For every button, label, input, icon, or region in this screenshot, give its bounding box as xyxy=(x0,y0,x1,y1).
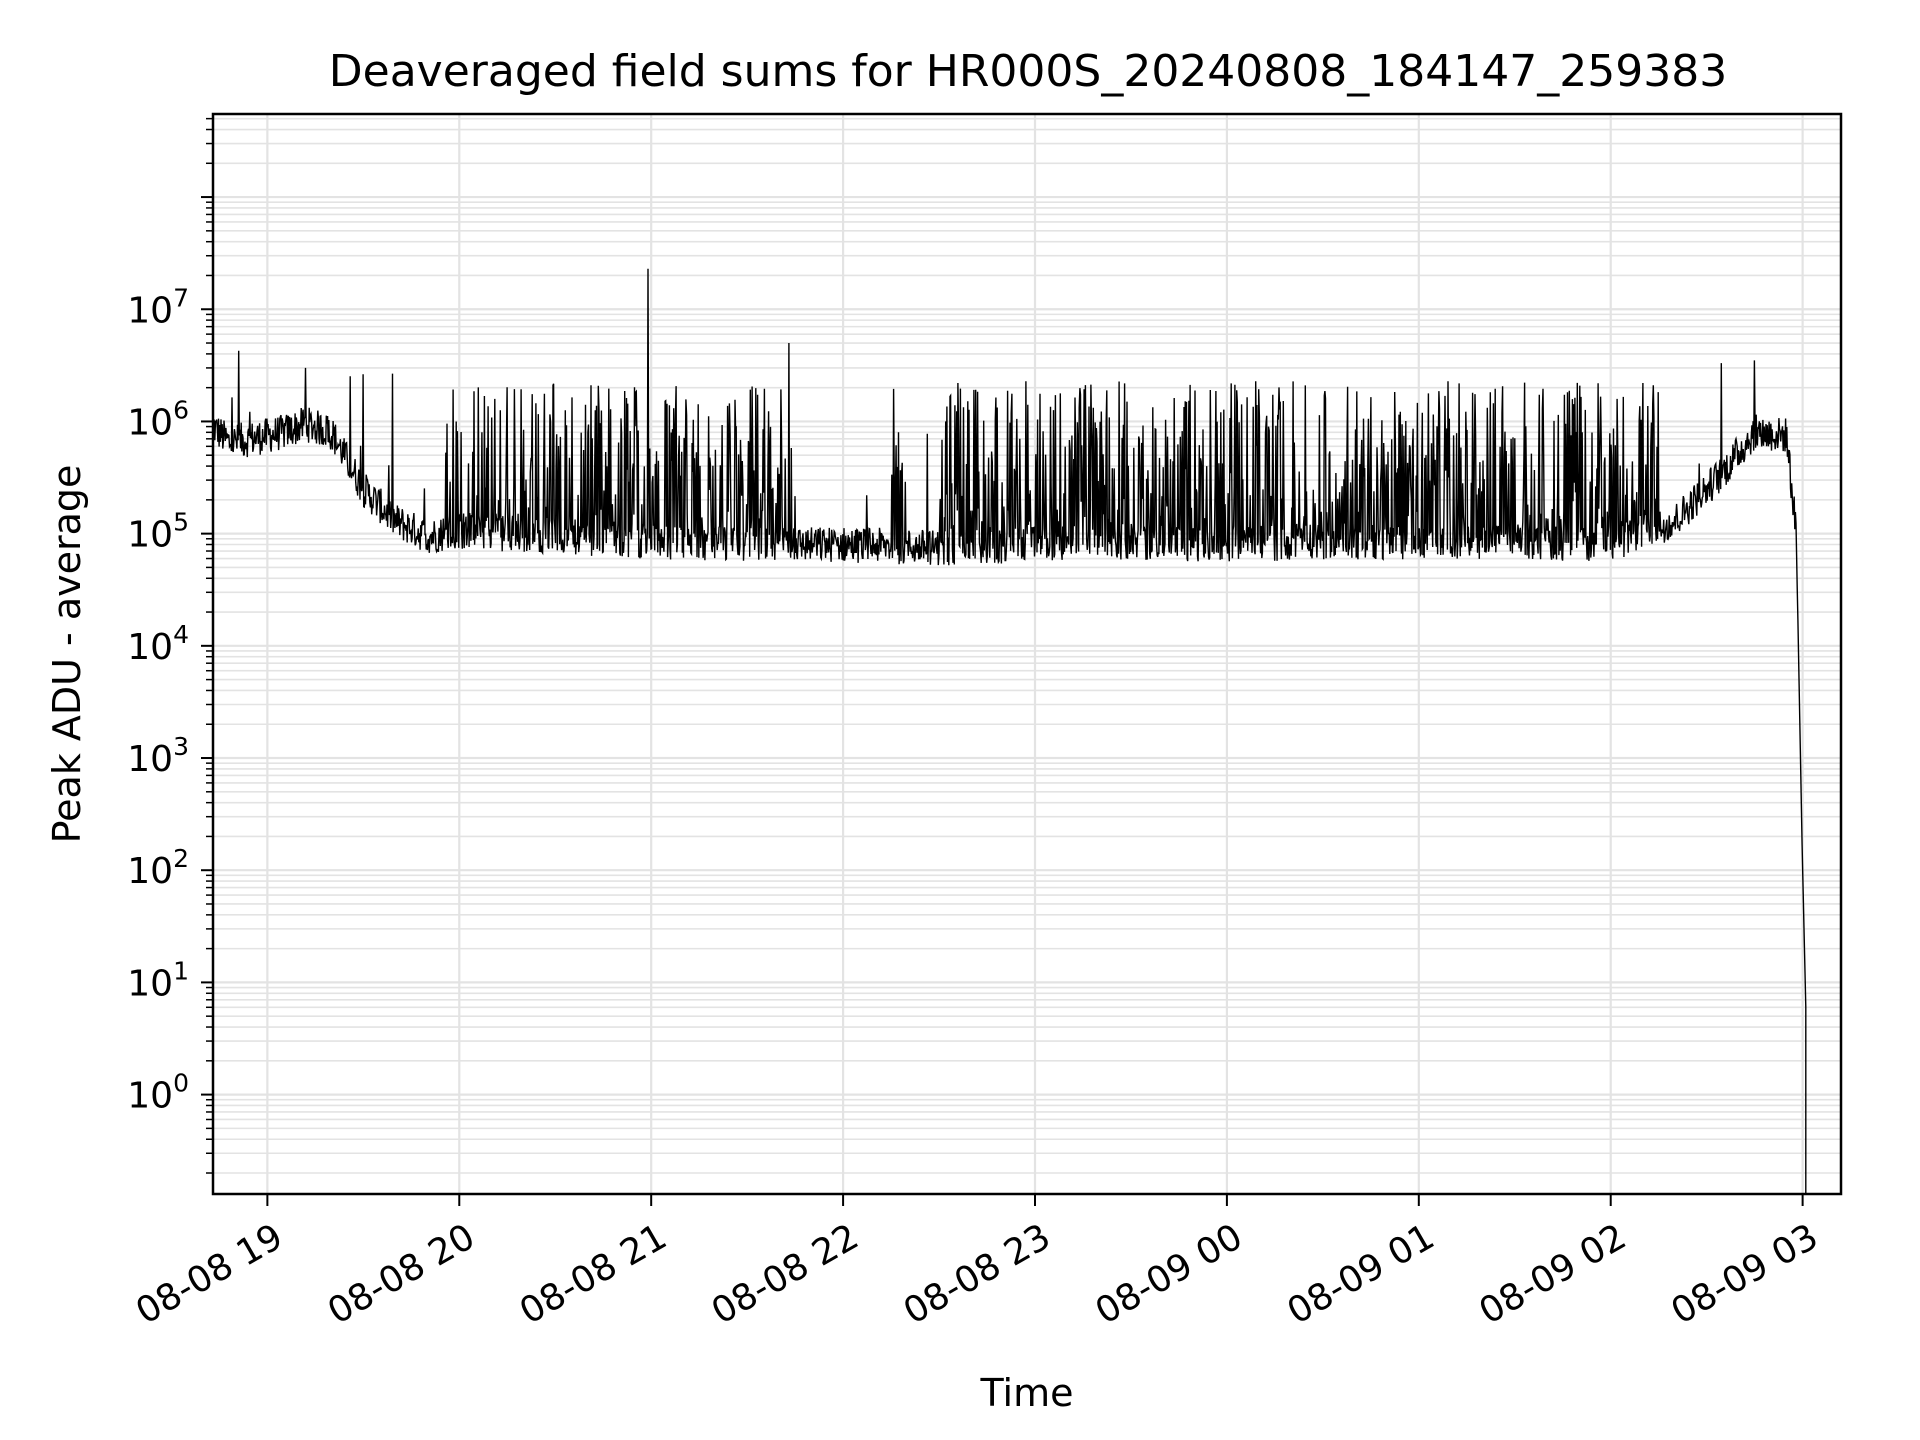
y-tick-label: 106 xyxy=(127,395,189,443)
y-tick-label: 105 xyxy=(127,508,189,556)
x-tick-label: 08-08 23 xyxy=(897,1216,1058,1332)
x-tick-label: 08-09 00 xyxy=(1089,1216,1250,1332)
x-axis: 08-08 19 08-08 20 08-08 21 08-08 22 08-08 23… xyxy=(129,1194,1825,1333)
grid xyxy=(213,114,1841,1194)
y-tick-label: 104 xyxy=(127,620,189,668)
series-line-path xyxy=(213,268,1807,1194)
y-axis: 100 101 102 103 104 105 106 107 xyxy=(127,117,213,1174)
series-line xyxy=(213,268,1807,1194)
chart-title: Deaveraged field sums for HR000S_2024080… xyxy=(329,46,1727,97)
y-tick-label: 103 xyxy=(127,732,189,780)
y-tick-label: 100 xyxy=(127,1069,189,1117)
plot-frame xyxy=(211,112,1843,1196)
x-tick-label: 08-09 03 xyxy=(1664,1216,1825,1332)
x-tick-label: 08-08 19 xyxy=(129,1216,290,1332)
x-tick-label: 08-08 22 xyxy=(705,1216,866,1332)
x-tick-label: 08-09 01 xyxy=(1281,1216,1442,1332)
y-tick-label: 107 xyxy=(127,283,189,331)
y-axis-label: Peak ADU - average xyxy=(45,465,89,844)
y-tick-label: 101 xyxy=(127,956,189,1004)
x-tick-label: 08-09 02 xyxy=(1473,1216,1634,1332)
x-axis-label: Time xyxy=(980,1371,1074,1415)
y-tick-label: 102 xyxy=(127,844,189,892)
x-tick-label: 08-08 20 xyxy=(321,1216,482,1332)
x-tick-label: 08-08 21 xyxy=(513,1216,674,1332)
